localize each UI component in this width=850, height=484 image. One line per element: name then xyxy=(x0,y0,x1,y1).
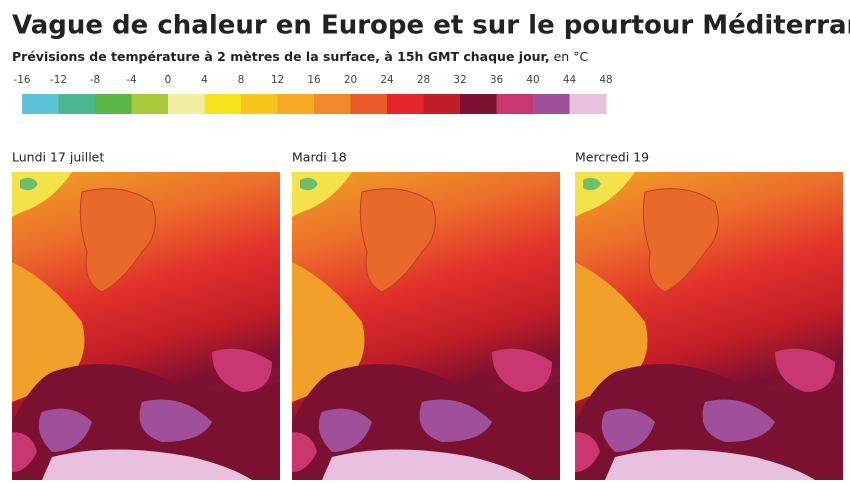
panel-label: Mercredi 19 xyxy=(575,150,649,165)
legend-tick-label: -4 xyxy=(126,74,137,86)
legend-tick-label: 0 xyxy=(165,74,172,86)
subtitle-unit: en °C xyxy=(550,49,589,64)
legend-tick-label: 36 xyxy=(490,74,504,86)
legend-swatch xyxy=(241,94,278,114)
legend-swatch xyxy=(350,94,388,114)
legend-swatch xyxy=(22,94,59,114)
legend-swatch xyxy=(95,94,132,114)
legend-swatch xyxy=(496,94,534,114)
legend-tick-label: -8 xyxy=(90,74,100,86)
legend-tick-label: 48 xyxy=(599,74,612,86)
legend-swatch xyxy=(569,94,607,114)
legend-swatch xyxy=(314,94,351,114)
subtitle: Prévisions de température à 2 mètres de … xyxy=(12,49,588,64)
legend-tick-label: -16 xyxy=(13,74,30,86)
legend-swatch xyxy=(277,94,315,114)
forecast-map xyxy=(574,171,844,481)
map-panels: Lundi 17 juillet Mardi 18 Mercredi 19 xyxy=(11,150,844,481)
legend-tick-label: 16 xyxy=(307,74,321,86)
legend-swatch xyxy=(533,94,570,114)
subtitle-main: Prévisions de température à 2 mètres de … xyxy=(12,49,550,64)
legend-swatch xyxy=(168,94,205,114)
legend-swatch xyxy=(387,94,424,114)
panel-label: Mardi 18 xyxy=(292,150,347,165)
legend-tick-label: 28 xyxy=(417,74,430,86)
panel-label: Lundi 17 juillet xyxy=(12,150,104,165)
forecast-map xyxy=(11,171,281,481)
legend-tick-label: 24 xyxy=(380,74,394,86)
legend-swatch xyxy=(131,94,169,114)
legend-swatch xyxy=(58,94,96,114)
forecast-map xyxy=(291,171,561,481)
legend-swatch xyxy=(460,94,497,114)
legend-tick-label: 44 xyxy=(563,74,577,86)
legend-swatch xyxy=(204,94,242,114)
legend-tick-label: -12 xyxy=(50,74,67,86)
legend-tick-label: 4 xyxy=(201,74,208,86)
title: Vague de chaleur en Europe et sur le pou… xyxy=(12,11,850,41)
legend-tick-label: 8 xyxy=(238,74,245,86)
legend-tick-label: 40 xyxy=(526,74,539,86)
legend-tick-label: 20 xyxy=(344,74,357,86)
legend-tick-label: 12 xyxy=(271,74,284,86)
legend-swatch xyxy=(423,94,461,114)
legend-tick-label: 32 xyxy=(453,74,466,86)
color-legend: -16 -12 -8 -4 0 4 8 12 16 20 24 28 32 36 40 44 48 xyxy=(13,74,613,114)
